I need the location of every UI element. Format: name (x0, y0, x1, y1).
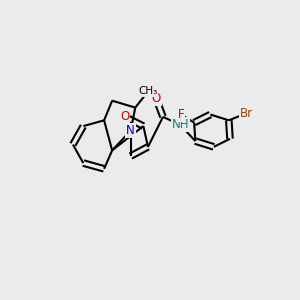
Text: N: N (126, 124, 135, 137)
Text: CH₃: CH₃ (138, 86, 158, 96)
Text: Br: Br (240, 107, 253, 120)
Text: O: O (152, 92, 161, 105)
Text: NH: NH (172, 118, 189, 131)
Text: O: O (120, 110, 130, 123)
Text: F: F (178, 108, 184, 121)
